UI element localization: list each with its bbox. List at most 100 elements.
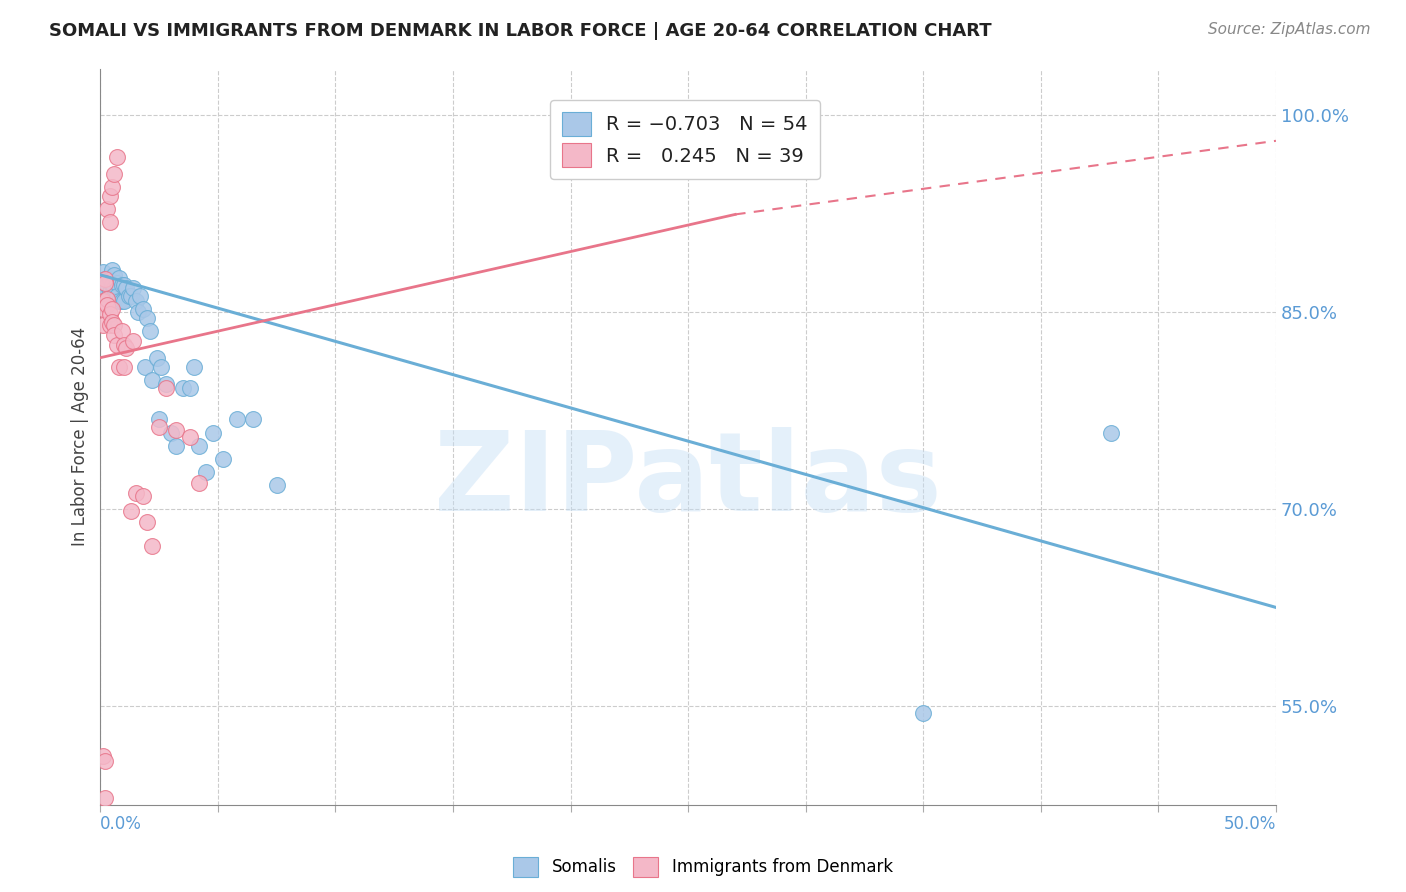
Point <box>98 215 121 229</box>
Point <box>103 268 125 282</box>
Point <box>179 429 201 443</box>
Point <box>124 294 146 309</box>
Point <box>94 276 117 290</box>
Point <box>105 276 128 290</box>
Point <box>225 412 247 426</box>
Point <box>96 298 118 312</box>
Text: Source: ZipAtlas.com: Source: ZipAtlas.com <box>1208 22 1371 37</box>
Point <box>110 278 132 293</box>
Point <box>131 301 153 316</box>
Point <box>101 301 124 316</box>
Point <box>103 318 125 332</box>
Point <box>242 412 264 426</box>
Point <box>98 294 121 309</box>
Point <box>98 318 121 332</box>
Point <box>112 294 135 309</box>
Point <box>117 289 139 303</box>
Point <box>155 381 177 395</box>
Point <box>179 381 201 395</box>
Point <box>110 325 132 339</box>
Point <box>195 465 218 479</box>
Point <box>183 359 205 374</box>
Point <box>912 706 935 720</box>
Point <box>165 423 187 437</box>
Legend: Somalis, Immigrants from Denmark: Somalis, Immigrants from Denmark <box>506 850 900 884</box>
Point <box>141 373 163 387</box>
Point <box>98 272 121 286</box>
Point <box>211 451 233 466</box>
Point <box>115 342 138 356</box>
Point <box>108 270 131 285</box>
Point <box>124 486 146 500</box>
Point <box>120 504 142 518</box>
Point <box>103 328 125 343</box>
Legend: R = −0.703   N = 54, R =   0.245   N = 39: R = −0.703 N = 54, R = 0.245 N = 39 <box>550 100 820 179</box>
Point <box>136 515 159 529</box>
Point <box>101 315 124 329</box>
Point <box>122 334 145 348</box>
Point <box>112 359 135 374</box>
Point <box>98 189 121 203</box>
Point <box>155 376 177 391</box>
Point <box>91 265 114 279</box>
Point <box>136 311 159 326</box>
Point <box>134 359 156 374</box>
Point <box>91 301 114 316</box>
Text: 50.0%: 50.0% <box>1223 815 1277 833</box>
Point <box>94 285 117 299</box>
Point <box>131 489 153 503</box>
Point <box>122 281 145 295</box>
Text: ZIPatlas: ZIPatlas <box>434 427 942 534</box>
Point <box>91 278 114 293</box>
Point <box>202 425 225 440</box>
Point <box>108 359 131 374</box>
Point <box>103 281 125 295</box>
Point <box>94 754 117 768</box>
Point <box>91 748 114 763</box>
Point <box>266 478 288 492</box>
Point <box>96 202 118 216</box>
Point <box>112 337 135 351</box>
Point <box>188 439 211 453</box>
Point <box>94 272 117 286</box>
Point <box>160 425 183 440</box>
Point <box>91 294 114 309</box>
Point <box>101 278 124 293</box>
Point <box>148 420 170 434</box>
Point <box>172 381 194 395</box>
Point <box>105 337 128 351</box>
Text: SOMALI VS IMMIGRANTS FROM DENMARK IN LABOR FORCE | AGE 20-64 CORRELATION CHART: SOMALI VS IMMIGRANTS FROM DENMARK IN LAB… <box>49 22 991 40</box>
Point <box>96 292 118 306</box>
Point <box>108 294 131 309</box>
Point <box>129 289 152 303</box>
Point <box>138 325 160 339</box>
Point <box>105 289 128 303</box>
Point <box>115 281 138 295</box>
Point <box>110 294 132 309</box>
Point <box>98 285 121 299</box>
Point <box>103 167 125 181</box>
Point <box>146 351 169 365</box>
Point <box>98 307 121 321</box>
Point <box>101 262 124 277</box>
Point <box>105 150 128 164</box>
Text: 0.0%: 0.0% <box>100 815 142 833</box>
Point <box>165 439 187 453</box>
Point <box>127 304 149 318</box>
Point <box>94 791 117 805</box>
Point <box>188 475 211 490</box>
Point <box>1099 425 1122 440</box>
Point <box>91 318 114 332</box>
Point <box>150 359 173 374</box>
Point <box>94 272 117 286</box>
Point <box>96 272 118 286</box>
Point <box>101 179 124 194</box>
Point <box>96 278 118 293</box>
Point <box>96 292 118 306</box>
Point <box>148 412 170 426</box>
Point <box>101 292 124 306</box>
Point <box>141 539 163 553</box>
Y-axis label: In Labor Force | Age 20-64: In Labor Force | Age 20-64 <box>72 327 89 546</box>
Point <box>103 294 125 309</box>
Point <box>120 289 142 303</box>
